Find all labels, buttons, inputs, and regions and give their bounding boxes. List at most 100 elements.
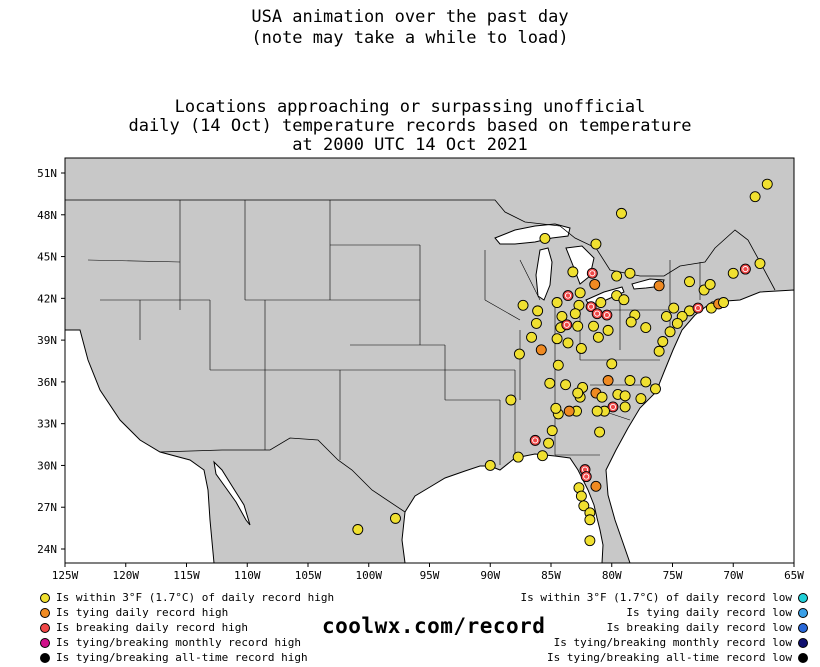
legend-label: Is tying/breaking monthly record low [553, 636, 792, 649]
station-marker-tying-high [563, 405, 575, 417]
station-marker-within-high [537, 450, 548, 462]
station-marker-breaking-high [562, 290, 574, 301]
animation-link-title[interactable]: USA animation over the past day [251, 7, 569, 27]
lake-michigan [535, 247, 553, 301]
lon-label: 125W [52, 569, 79, 582]
legend-label: Is within 3°F (1.7°C) of daily record hi… [56, 591, 335, 604]
station-marker-within-high [704, 278, 716, 290]
station-marker-within-high [513, 348, 525, 360]
lat-label: 27N [37, 501, 57, 514]
atlantic-ocean [605, 289, 795, 564]
station-marker-breaking-high [561, 319, 573, 331]
station-marker-ring [694, 305, 702, 312]
legend-within-low: Is within 3°F (1.7°C) of daily record lo… [520, 590, 808, 605]
station-marker-ring [742, 266, 749, 273]
canada-border [65, 199, 776, 291]
station-marker-within-high [671, 317, 683, 329]
station-marker-within-high [584, 514, 596, 526]
lat-label: 24N [37, 543, 57, 556]
station-marker-within-high [606, 358, 618, 370]
station-marker-within-high [640, 376, 652, 388]
map-title-line-1: Locations approaching or surpassing unof… [174, 97, 646, 117]
lon-label: 115W [173, 569, 200, 582]
lon-label: 65W [784, 569, 804, 582]
station-marker-ring [603, 311, 610, 319]
legend-label: Is tying/breaking all-time record high [56, 651, 308, 664]
station-marker-within-high [590, 238, 602, 250]
station-marker-within-high [624, 267, 636, 279]
station-marker-within-high [594, 426, 606, 438]
station-marker-within-high [556, 310, 568, 322]
station-marker-within-high [390, 512, 401, 524]
legend-tying-high: Is tying daily record high [40, 605, 334, 620]
state-lines [87, 200, 701, 465]
station-marker-within-high [616, 207, 627, 219]
station-marker-within-high [595, 297, 607, 308]
lon-label: 110W [234, 569, 261, 582]
station-marker-breaking-high [580, 471, 592, 483]
station-marker-within-high [657, 336, 669, 347]
station-marker-breaking-high [586, 267, 598, 279]
lat-label: 36N [37, 376, 57, 389]
tying-low-marker [798, 607, 808, 618]
legend-low: Is within 3°F (1.7°C) of daily record lo… [520, 590, 808, 665]
legend-label: Is breaking daily record high [56, 621, 249, 634]
lon-label: 120W [113, 569, 140, 582]
axes: 125W 120W 115W 110W 105W 100W 95W 90W 85W 80W 75W 7… [37, 167, 804, 582]
station-marker-within-high [584, 535, 596, 547]
station-marker-breaking-high [585, 301, 597, 313]
station-marker-within-high [592, 331, 604, 343]
station-markers [352, 178, 773, 547]
station-marker-within-high [650, 383, 661, 395]
station-marker-within-high [575, 490, 587, 502]
legend-breaking-low: Is breaking daily record low [520, 620, 808, 635]
station-marker-within-high [512, 451, 524, 463]
station-marker-within-high [484, 459, 496, 471]
station-marker-within-high [530, 317, 542, 329]
station-marker-within-high [754, 258, 766, 269]
station-marker-within-high [619, 390, 631, 402]
mexico-border [159, 437, 406, 513]
gulf-of-mexico [401, 453, 604, 564]
station-marker-ring [588, 303, 595, 310]
station-marker-tying-high [535, 344, 547, 356]
station-marker-breaking-high [601, 309, 613, 321]
breaking-low-marker [798, 622, 808, 633]
legend-alltime-low: Is tying/breaking all-time record low [520, 650, 808, 665]
station-marker-breaking-high [607, 401, 619, 413]
legend-label: Is tying/breaking monthly record high [56, 636, 302, 649]
station-marker-within-high [532, 305, 544, 317]
within-low-marker [798, 592, 808, 603]
station-marker-within-high [619, 401, 631, 413]
station-marker-ring [583, 473, 590, 480]
station-marker-within-high [560, 379, 572, 391]
tying-high-marker [40, 607, 50, 618]
station-marker-within-high [544, 377, 556, 389]
lon-label: 75W [663, 569, 683, 582]
station-marker-breaking-high [692, 302, 704, 314]
station-marker-within-high [574, 287, 586, 299]
station-marker-breaking-high [739, 263, 751, 275]
station-marker-within-high [664, 326, 676, 338]
station-marker-within-high [624, 375, 636, 386]
station-marker-ring [589, 270, 596, 277]
station-marker-within-high [526, 331, 538, 343]
station-marker-within-high [640, 322, 652, 334]
lon-label: 80W [602, 569, 622, 582]
legend-label: Is breaking daily record low [606, 621, 792, 634]
station-marker-breaking-high [591, 308, 603, 320]
legend-high: Is within 3°F (1.7°C) of daily record hi… [40, 590, 334, 665]
lat-label: 51N [37, 167, 57, 180]
station-marker-within-high [562, 337, 574, 349]
station-marker-within-high [591, 405, 603, 417]
station-marker-within-high [660, 310, 672, 322]
lon-label: 70W [723, 569, 743, 582]
legend-label: Is tying daily record high [56, 606, 229, 619]
site-brand-link[interactable]: coolwx.com/record [322, 614, 546, 638]
map-title-line-2: daily (14 Oct) temperature records based… [128, 116, 692, 136]
station-marker-within-high [551, 297, 563, 308]
station-marker-within-high [761, 178, 773, 190]
station-marker-ring [532, 437, 539, 444]
legend-label: Is tying daily record low [626, 606, 792, 619]
station-marker-within-high [653, 345, 665, 357]
